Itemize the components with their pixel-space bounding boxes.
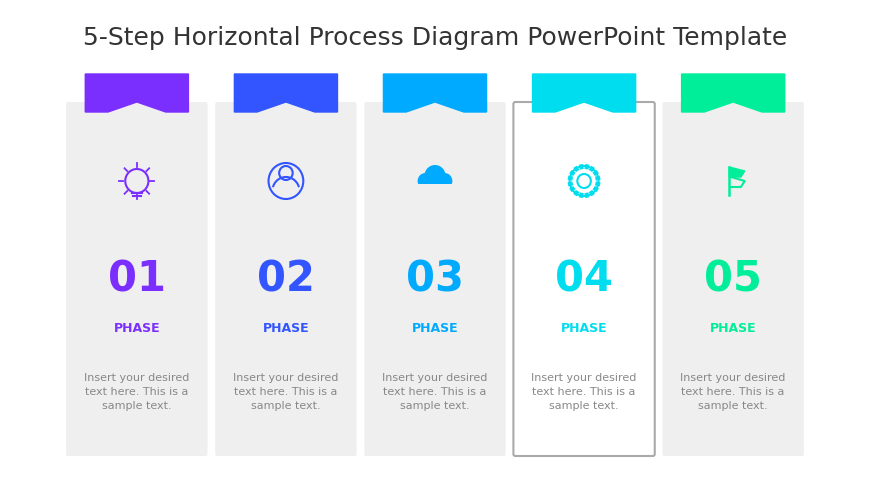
- Circle shape: [436, 174, 452, 190]
- Circle shape: [417, 174, 433, 190]
- Text: 03: 03: [406, 259, 463, 301]
- FancyBboxPatch shape: [513, 103, 654, 456]
- Text: 04: 04: [554, 259, 613, 301]
- FancyBboxPatch shape: [661, 103, 803, 456]
- Polygon shape: [383, 75, 486, 113]
- Circle shape: [423, 180, 436, 194]
- Text: PHASE: PHASE: [114, 322, 160, 335]
- Text: 05: 05: [703, 259, 761, 301]
- Polygon shape: [532, 75, 635, 113]
- Text: Insert your desired
text here. This is a
sample text.: Insert your desired text here. This is a…: [680, 372, 785, 410]
- FancyBboxPatch shape: [215, 103, 356, 456]
- Polygon shape: [728, 168, 744, 178]
- FancyBboxPatch shape: [66, 103, 208, 456]
- Polygon shape: [234, 75, 337, 113]
- FancyBboxPatch shape: [364, 103, 505, 456]
- FancyBboxPatch shape: [417, 184, 452, 199]
- Polygon shape: [680, 75, 784, 113]
- Text: Insert your desired
text here. This is a
sample text.: Insert your desired text here. This is a…: [531, 372, 636, 410]
- Circle shape: [424, 165, 445, 187]
- Text: PHASE: PHASE: [262, 322, 308, 335]
- Text: PHASE: PHASE: [561, 322, 607, 335]
- Text: PHASE: PHASE: [411, 322, 458, 335]
- Text: Insert your desired
text here. This is a
sample text.: Insert your desired text here. This is a…: [84, 372, 189, 410]
- Text: 02: 02: [256, 259, 315, 301]
- Text: Insert your desired
text here. This is a
sample text.: Insert your desired text here. This is a…: [381, 372, 488, 410]
- Circle shape: [434, 180, 447, 194]
- Polygon shape: [85, 75, 189, 113]
- Text: Insert your desired
text here. This is a
sample text.: Insert your desired text here. This is a…: [233, 372, 338, 410]
- Text: 5-Step Horizontal Process Diagram PowerPoint Template: 5-Step Horizontal Process Diagram PowerP…: [83, 26, 786, 50]
- Text: PHASE: PHASE: [709, 322, 755, 335]
- Text: 01: 01: [108, 259, 166, 301]
